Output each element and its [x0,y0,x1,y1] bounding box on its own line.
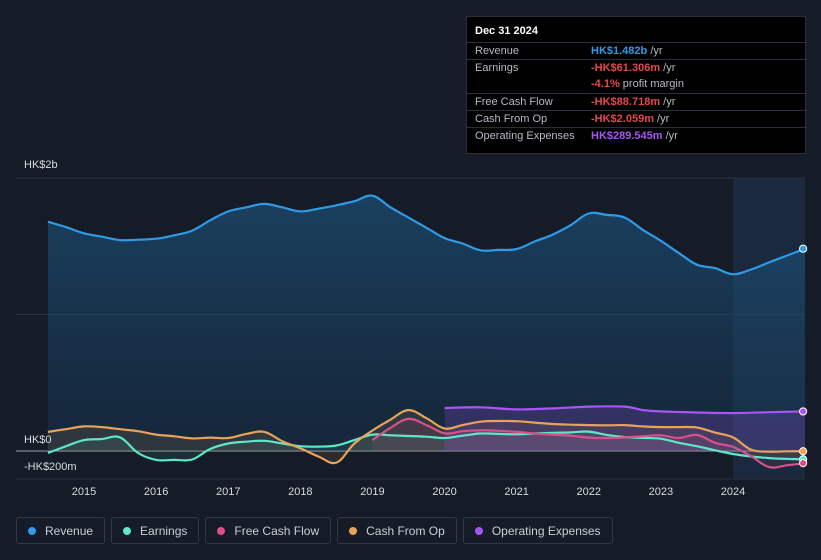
x-tick-label: 2022 [577,486,601,498]
x-tick-label: 2023 [649,486,673,498]
legend-label: Operating Expenses [491,523,601,538]
free-cash-flow-endpoint [799,459,808,468]
legend-item-operating-expenses[interactable]: Operating Expenses [462,517,613,544]
tooltip-row: Revenue HK$1.482b /yr [467,42,807,60]
tooltip-value: -HK$2.059m /yr [591,113,670,125]
tooltip-label: Cash From Op [475,113,548,125]
tooltip-label: Operating Expenses [475,130,575,142]
tooltip-value: HK$289.545m /yr [591,130,678,142]
tooltip-label: Earnings [475,62,519,74]
tooltip-row: -4.1% profit margin [467,76,807,93]
x-tick-label: 2017 [216,486,240,498]
x-tick-label: 2018 [288,486,312,498]
tooltip-value: -HK$88.718m /yr [591,96,676,108]
tooltip-row: Operating Expenses HK$289.545m /yr [467,127,807,145]
legend-dot-icon [28,526,36,535]
x-tick-label: 2021 [504,486,528,498]
x-tick-label: 2024 [721,486,745,498]
revenue-line [47,194,806,276]
tooltip-row: Cash From Op -HK$2.059m /yr [467,110,807,128]
x-tick-label: 2020 [432,486,456,498]
legend-item-earnings[interactable]: Earnings [111,517,200,544]
y-tick-label: HK$2b [24,159,58,171]
x-tick-label: 2016 [144,486,168,498]
operating-expenses-area [444,406,806,451]
tooltip-row: Earnings -HK$61.306m /yr [467,59,807,77]
legend-dot-icon [217,526,226,535]
legend-label: Free Cash Flow [234,523,320,538]
legend: Revenue Earnings Free Cash Flow Cash From O… [16,517,613,546]
x-tick-label: 2019 [360,486,384,498]
legend-label: Cash From Op [366,523,445,538]
operating-expenses-line [444,405,806,415]
tooltip-date: Dec 31 2024 [475,25,538,37]
x-tick-label: 2015 [72,486,96,498]
tooltip-value: -HK$61.306m /yr [591,62,676,74]
y-tick-label: -HK$200m [24,461,77,473]
legend-dot-icon [349,526,358,535]
tooltip-value: HK$1.482b /yr [591,45,663,57]
legend-label: Earnings [140,523,188,538]
legend-item-cash-from-op[interactable]: Cash From Op [337,517,457,544]
revenue-area [47,195,806,451]
legend-item-revenue[interactable]: Revenue [16,517,106,544]
cash-from-op-endpoint [799,447,808,456]
free-cash-flow-line [371,417,806,469]
tooltip: Dec 31 2024 Revenue HK$1.482b /yr Earnings… [466,16,807,154]
legend-dot-icon [474,526,483,535]
cash-from-op-line [47,409,806,465]
legend-item-free-cash-flow[interactable]: Free Cash Flow [205,517,332,544]
operating-expenses-endpoint [799,407,808,416]
tooltip-value: -4.1% profit margin [591,78,684,90]
legend-dot-icon [123,526,132,535]
tooltip-label: Revenue [475,45,520,57]
revenue-endpoint [799,244,808,253]
earnings-line [47,430,806,462]
tooltip-row: Free Cash Flow -HK$88.718m /yr [467,93,807,111]
legend-label: Revenue [45,523,94,538]
y-tick-label: HK$0 [24,434,52,446]
tooltip-label: Free Cash Flow [475,96,553,108]
